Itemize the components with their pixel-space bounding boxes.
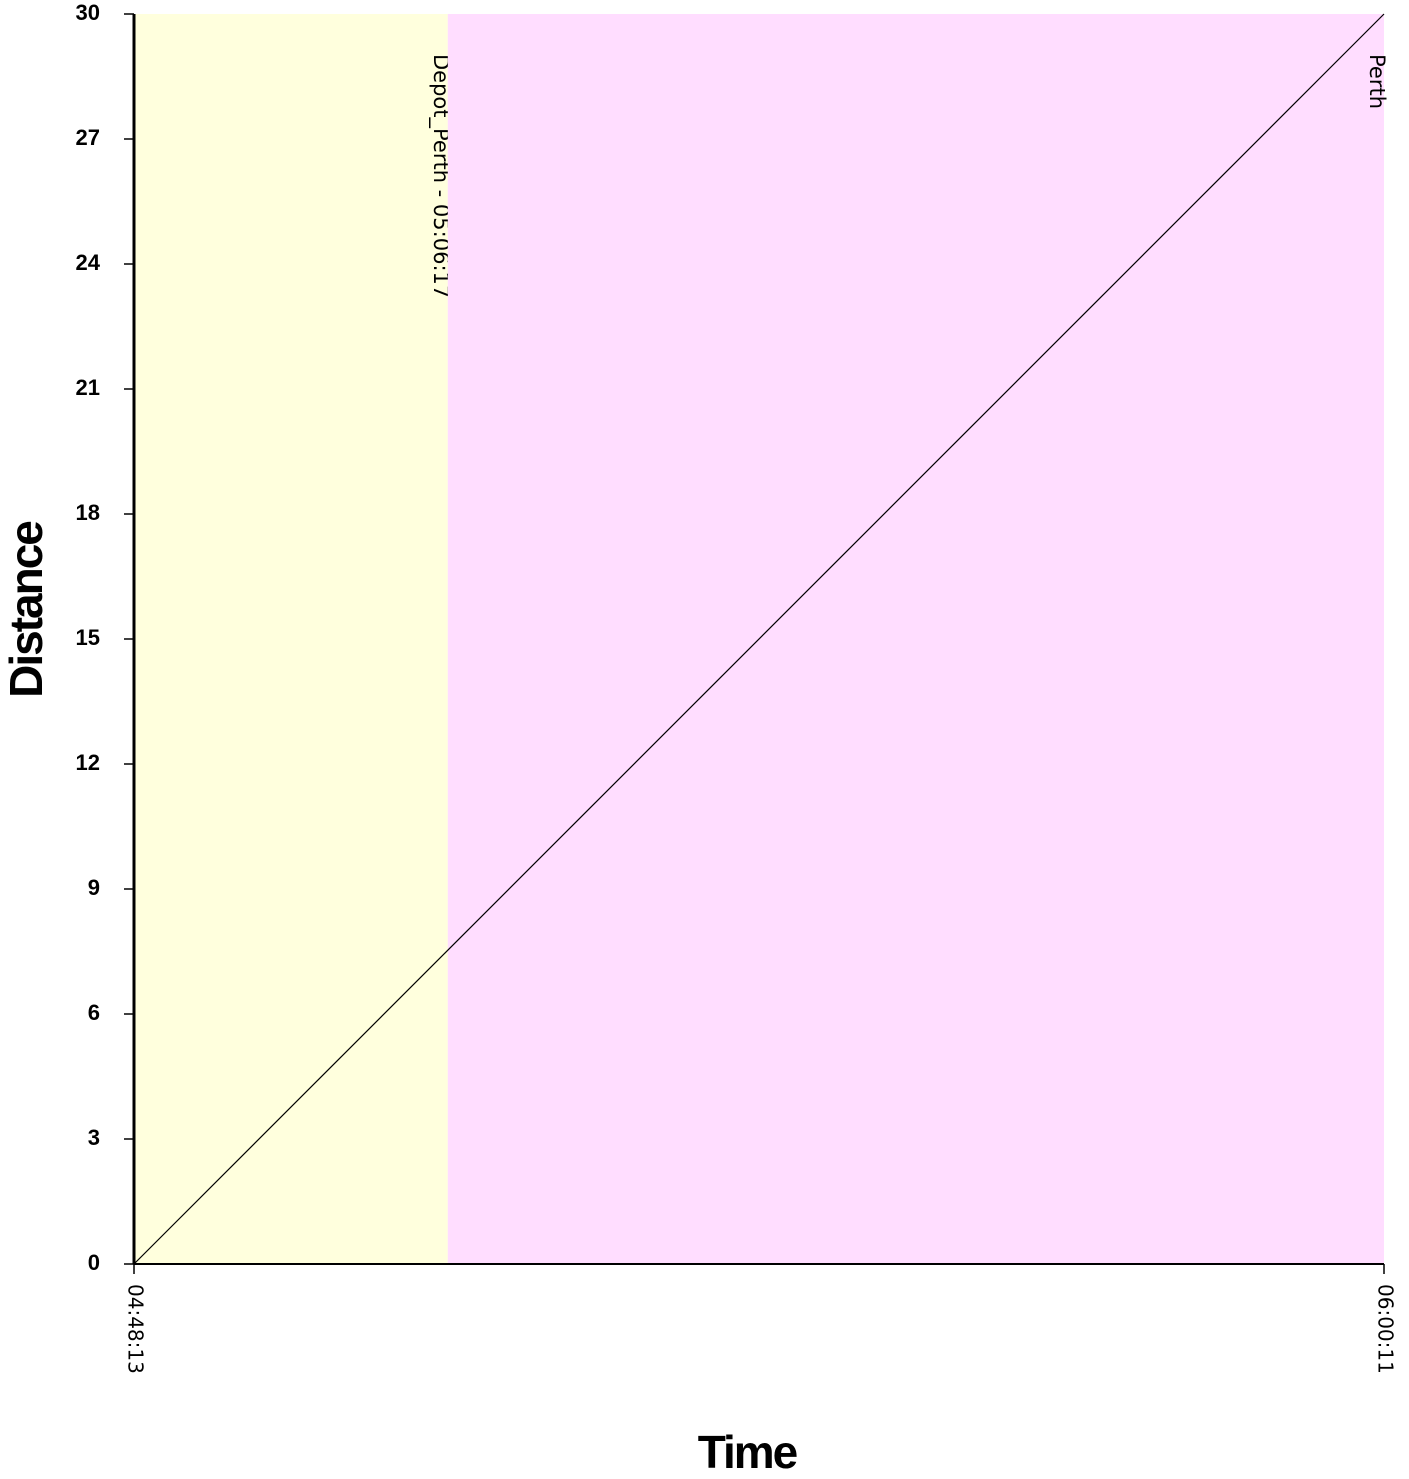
y-tick-label-18: 18 [76,500,100,525]
y-tick-label-3: 3 [88,1125,100,1150]
band-0 [134,14,448,1264]
x-axis-title: Time [698,1426,798,1478]
x-tick-label-1: 06:00:11 [1374,1284,1398,1374]
y-tick-label-24: 24 [76,250,101,275]
x-ticks: 04:48:13 06:00:11 [124,1264,1398,1374]
band-1 [447,14,1384,1264]
bands-layer: Depot_Perth - 05:06:17 Perth [134,14,1389,1264]
y-axis-title: Distance [0,521,52,698]
y-tick-label-9: 9 [88,875,100,900]
y-tick-label-30: 30 [76,0,100,25]
y-ticks: 0 3 6 9 12 15 18 21 24 27 30 [76,0,134,1275]
y-tick-label-21: 21 [76,375,100,400]
y-tick-label-6: 6 [88,1000,100,1025]
y-tick-label-15: 15 [76,625,100,650]
band-label-1: Perth [1365,54,1389,109]
y-tick-label-12: 12 [76,750,100,775]
series-line-0 [133,13,1385,1265]
series-layer [133,13,1385,1265]
x-tick-label-0: 04:48:13 [124,1284,148,1374]
y-tick-label-0: 0 [88,1250,100,1275]
y-tick-label-27: 27 [76,125,100,150]
